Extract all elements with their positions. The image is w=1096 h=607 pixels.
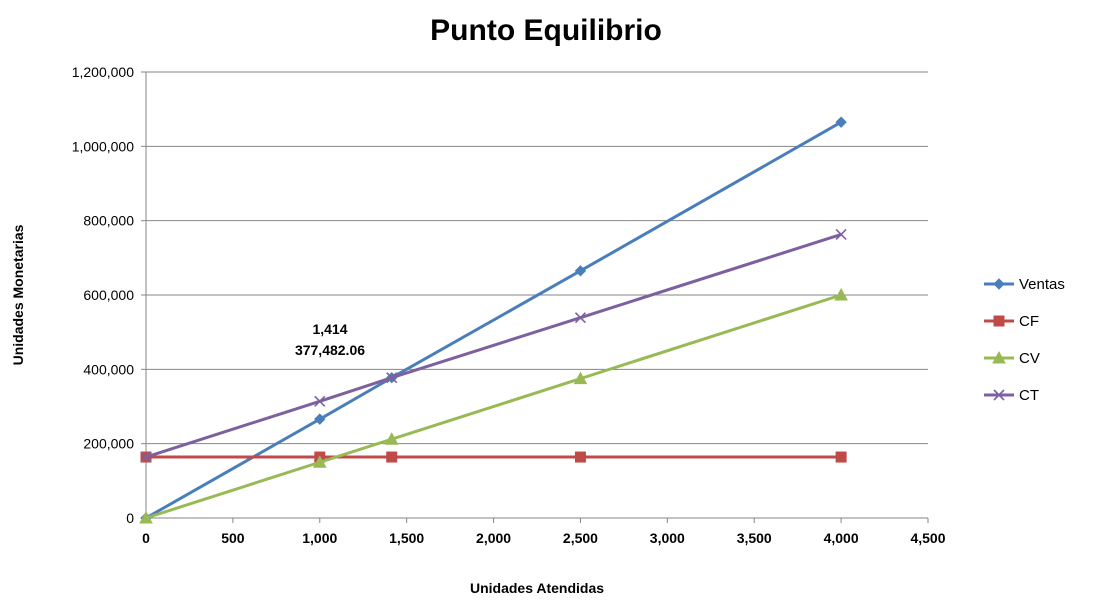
legend-marker xyxy=(993,278,1005,290)
legend-marker xyxy=(993,315,1005,327)
data-point-ventas xyxy=(574,265,587,277)
x-tick-labels: 0 500 1,000 1,500 2,000 2,500 3,000 3,500 4,000 4… xyxy=(142,530,946,546)
x-tick-label: 3,000 xyxy=(650,530,685,546)
y-tick-label: 1,000,000 xyxy=(72,138,134,154)
legend-item-cf: CF xyxy=(984,313,1039,330)
y-axis-title: Unidades Monetarias xyxy=(10,224,26,365)
data-point-ventas xyxy=(835,116,847,128)
break-even-annotation: 1,414 377,482.06 xyxy=(295,321,365,358)
data-point-cv xyxy=(573,371,588,385)
data-point-ventas xyxy=(314,413,326,425)
x-axis-title: Unidades Atendidas xyxy=(470,580,604,596)
legend-item-ventas: Ventas xyxy=(984,276,1065,293)
x-tick-label: 4,000 xyxy=(824,530,859,546)
data-point-cv xyxy=(312,455,327,468)
legend-label: CT xyxy=(1019,387,1039,404)
y-tick-label: 1,200,000 xyxy=(72,64,134,80)
data-point-cv xyxy=(139,510,153,524)
annotation-x-label: 1,414 xyxy=(312,321,347,337)
x-tick-label: 2,500 xyxy=(563,530,598,546)
data-point-cf xyxy=(574,451,586,463)
data-point-ct xyxy=(386,372,398,384)
data-point-cv xyxy=(384,432,399,445)
legend-label: CV xyxy=(1019,350,1040,367)
y-tick-label: 800,000 xyxy=(83,213,134,229)
series-ct xyxy=(140,228,847,463)
data-point-ct xyxy=(574,312,587,324)
annotation-y-label: 377,482.06 xyxy=(295,342,365,358)
x-tick-label: 0 xyxy=(142,530,150,546)
data-point-ct xyxy=(835,228,847,240)
data-point-cf xyxy=(835,451,847,463)
chart-title: Punto Equilibrio xyxy=(430,14,662,47)
data-point-cf xyxy=(386,451,398,463)
legend-item-cv: CV xyxy=(984,350,1040,367)
data-point-ct xyxy=(314,395,326,407)
series-group xyxy=(139,116,848,524)
gridlines xyxy=(146,71,928,445)
y-tick-label: 400,000 xyxy=(83,361,134,377)
series-line-ct xyxy=(145,232,842,459)
data-point-cv xyxy=(834,287,848,301)
y-tick-label: 200,000 xyxy=(83,436,134,452)
series-ventas xyxy=(140,116,847,524)
x-tick-label: 2,000 xyxy=(476,530,511,546)
series-line-ventas xyxy=(145,120,842,520)
x-tick-label: 500 xyxy=(221,530,245,546)
y-tick-labels: 0 200,000 400,000 600,000 800,000 1,000,000 1,… xyxy=(72,64,135,526)
data-point-ct xyxy=(140,451,152,463)
y-tick-label: 0 xyxy=(126,510,134,526)
legend-marker xyxy=(992,350,1006,364)
series-cv xyxy=(139,287,848,524)
x-tick-label: 1,500 xyxy=(389,530,424,546)
legend-item-ct: CT xyxy=(984,387,1039,404)
axes xyxy=(141,71,929,523)
x-tick-label: 3,500 xyxy=(737,530,772,546)
legend-label: Ventas xyxy=(1019,276,1065,293)
series-line-cv xyxy=(145,293,842,520)
legend: Ventas CF CV CT xyxy=(984,276,1065,404)
y-tick-label: 600,000 xyxy=(83,287,134,303)
x-tick-label: 4,500 xyxy=(910,530,945,546)
legend-marker xyxy=(993,389,1005,401)
legend-label: CF xyxy=(1019,313,1039,330)
x-tick-label: 1,000 xyxy=(302,530,337,546)
